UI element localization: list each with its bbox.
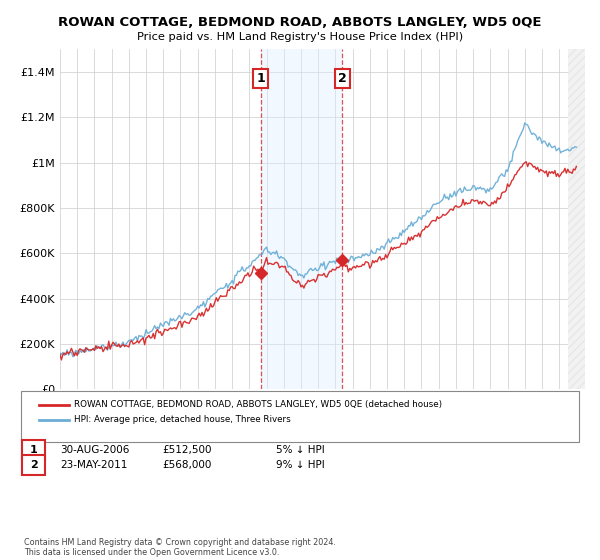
Bar [568,49,585,389]
Text: 23-MAY-2011: 23-MAY-2011 [60,460,127,470]
Text: Contains HM Land Registry data © Crown copyright and database right 2024.
This d: Contains HM Land Registry data © Crown c… [24,538,336,557]
Text: 9% ↓ HPI: 9% ↓ HPI [276,460,325,470]
Text: Price paid vs. HM Land Registry's House Price Index (HPI): Price paid vs. HM Land Registry's House … [137,32,463,43]
Text: 5% ↓ HPI: 5% ↓ HPI [276,445,325,455]
Text: 1: 1 [30,445,37,455]
Text: HPI: Average price, detached house, Three Rivers: HPI: Average price, detached house, Thre… [74,416,290,424]
Text: ROWAN COTTAGE, BEDMOND ROAD, ABBOTS LANGLEY, WD5 0QE: ROWAN COTTAGE, BEDMOND ROAD, ABBOTS LANG… [58,16,542,29]
Text: 1: 1 [256,72,265,85]
Text: £568,000: £568,000 [162,460,211,470]
Bar [261,49,342,389]
Bar [568,49,585,389]
Text: 30-AUG-2006: 30-AUG-2006 [60,445,130,455]
Text: 2: 2 [338,72,346,85]
Text: £512,500: £512,500 [162,445,212,455]
Text: ROWAN COTTAGE, BEDMOND ROAD, ABBOTS LANGLEY, WD5 0QE (detached house): ROWAN COTTAGE, BEDMOND ROAD, ABBOTS LANG… [74,400,442,409]
Text: 2: 2 [30,460,37,470]
